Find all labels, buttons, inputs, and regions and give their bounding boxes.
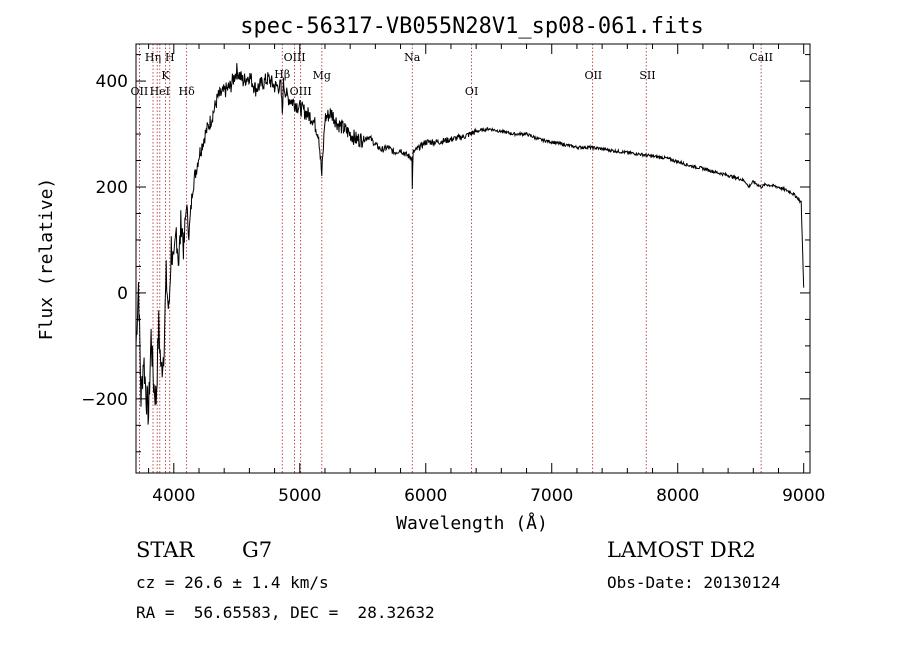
line-label: OII: [131, 85, 149, 98]
y-tick-label: 0: [117, 284, 128, 304]
line-label: Hη: [145, 51, 161, 64]
line-label: K: [161, 69, 170, 82]
y-tick-label: 200: [96, 178, 128, 198]
coordinates: RA = 56.65583, DEC = 28.32632: [136, 603, 435, 622]
spectrum-line: [135, 63, 805, 425]
x-tick-label: 7000: [530, 486, 573, 506]
y-tick-label: −200: [81, 390, 128, 410]
line-label: OII: [584, 69, 602, 82]
line-label: HeI: [150, 85, 170, 98]
line-label: OI: [465, 85, 478, 98]
object-class: STAR: [136, 538, 195, 562]
plot-frame: [135, 43, 811, 474]
object-subclass: G7: [242, 538, 273, 562]
y-axis-label: Flux (relative): [36, 178, 57, 341]
line-label: CaII: [749, 51, 773, 64]
line-label: OIII: [290, 85, 312, 98]
x-tick-label: 6000: [404, 486, 447, 506]
axis-ticks: 4000 5000 6000 7000 8000 9000 −200 0 200 400: [81, 44, 825, 506]
survey-name: LAMOST DR2: [607, 538, 756, 562]
x-tick-label: 8000: [656, 486, 699, 506]
observation-date: Obs-Date: 20130124: [607, 573, 781, 592]
line-label: Na: [404, 51, 421, 64]
redshift-cz: cz = 26.6 ± 1.4 km/s: [136, 573, 329, 592]
line-label: H: [165, 51, 175, 64]
chart-title: spec-56317-VB055N28V1_sp08-061.fits: [240, 14, 704, 39]
line-label: Hβ: [274, 68, 290, 81]
line-label: Hδ: [179, 85, 196, 98]
x-tick-label: 9000: [782, 486, 825, 506]
x-axis-label: Wavelength (Å): [396, 512, 548, 534]
x-tick-label: 5000: [278, 486, 321, 506]
x-tick-label: 4000: [152, 486, 195, 506]
line-label: SII: [639, 69, 655, 82]
y-tick-label: 400: [96, 72, 128, 92]
line-label: Mg: [313, 69, 331, 82]
line-label: OIII: [284, 51, 306, 64]
